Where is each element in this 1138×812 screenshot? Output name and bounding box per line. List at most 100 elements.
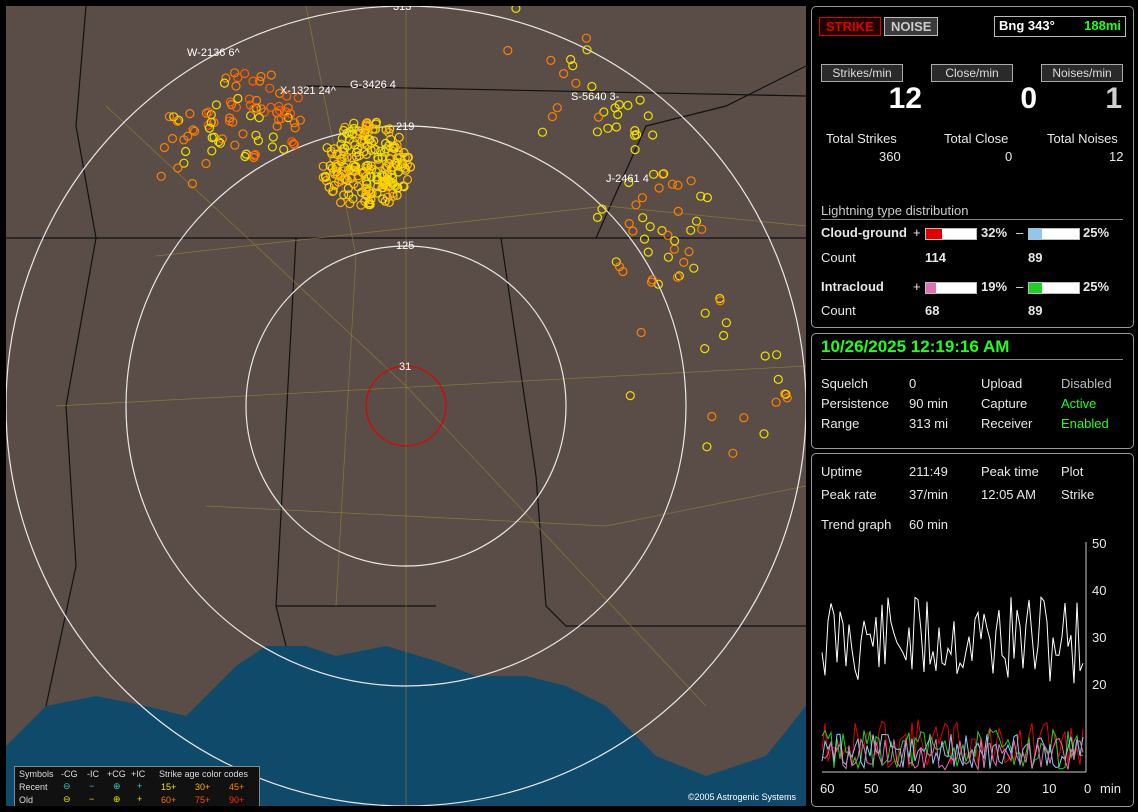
strike-button[interactable]: STRIKE xyxy=(819,17,881,36)
strike-symbol xyxy=(653,279,664,289)
strike-symbol xyxy=(691,216,702,226)
strike-symbol xyxy=(329,167,339,177)
strike-symbol xyxy=(654,183,664,193)
strike-symbol xyxy=(384,153,395,163)
x-tick-0: 0 xyxy=(1084,781,1092,796)
strike-symbol xyxy=(211,100,221,110)
storm-label-j[interactable]: J-2461 4 xyxy=(606,173,649,185)
x-tick-50: 50 xyxy=(864,781,879,796)
strike-symbol xyxy=(385,124,395,134)
strike-symbol xyxy=(686,176,696,186)
strike-symbol xyxy=(402,174,413,185)
strike-symbol xyxy=(327,186,338,197)
strike-symbol xyxy=(241,149,251,159)
ic-plus-percent: 19% xyxy=(981,279,1008,294)
strike-symbol xyxy=(547,111,558,122)
ic-minus-sign: – xyxy=(1016,279,1024,294)
strike-symbol xyxy=(700,344,710,354)
strike-symbol xyxy=(348,194,358,204)
strike-symbol xyxy=(290,123,300,133)
storm-label-s[interactable]: S-5640 3- xyxy=(571,91,620,103)
strike-symbol xyxy=(230,140,240,150)
distance-value: 188mi xyxy=(1084,18,1121,33)
strike-symbol xyxy=(289,118,299,128)
storm-label-g[interactable]: G-3426 4 xyxy=(350,79,396,91)
strike-symbol xyxy=(537,127,548,137)
strike-symbol xyxy=(630,125,640,136)
strike-symbol xyxy=(338,152,348,162)
strike-symbol xyxy=(387,173,398,183)
strike-symbol xyxy=(287,137,297,147)
noise-button[interactable]: NOISE xyxy=(884,17,939,36)
total-close-label: Total Close xyxy=(944,131,1009,146)
strike-symbol xyxy=(238,129,248,139)
legend-recent-label: Recent xyxy=(19,782,48,792)
cg-minus-count: 89 xyxy=(1028,250,1043,265)
storm-label-x[interactable]: X-1321 24^ xyxy=(280,85,336,97)
strike-symbol xyxy=(250,149,261,160)
strike-symbol xyxy=(659,169,669,179)
strike-symbol xyxy=(697,224,707,234)
x-tick-30: 30 xyxy=(952,781,967,796)
strike-symbol xyxy=(215,138,225,148)
strike-symbol xyxy=(760,351,770,361)
strike-symbol xyxy=(357,136,367,146)
strike-symbol xyxy=(628,226,638,236)
strike-symbol xyxy=(209,117,219,128)
strike-symbol xyxy=(164,111,174,122)
strike-symbol xyxy=(376,146,386,156)
strike-symbol xyxy=(295,115,305,125)
strike-symbol xyxy=(379,178,389,188)
strike-symbol xyxy=(233,93,243,104)
strike-symbol xyxy=(339,190,349,200)
strike-symbol xyxy=(629,130,640,140)
strike-symbol xyxy=(673,206,683,216)
datetime-display: 10/26/2025 12:19:16 AM xyxy=(821,337,1010,356)
strike-symbol xyxy=(773,374,783,384)
strike-symbol xyxy=(679,257,689,267)
legend-recent-pos-ic-icon: + xyxy=(137,781,143,791)
strike-symbol xyxy=(635,95,645,105)
strike-symbol xyxy=(188,125,198,135)
strike-symbol xyxy=(721,318,732,328)
strike-symbol xyxy=(648,130,658,140)
strike-symbol xyxy=(326,146,336,156)
strike-symbol xyxy=(684,247,694,257)
strike-symbol xyxy=(728,448,738,458)
legend-col-pos-ic: +IC xyxy=(131,769,146,779)
strike-symbol xyxy=(403,152,413,163)
strike-summary-panel: STRIKE NOISE Bng 343° 188mi Strikes/min … xyxy=(811,6,1134,328)
strike-symbol xyxy=(353,144,363,154)
total-strikes-label: Total Strikes xyxy=(826,131,897,146)
strike-symbol xyxy=(707,411,717,422)
strike-symbol xyxy=(558,68,569,79)
legend-old-label: Old xyxy=(19,795,34,805)
ic-minus-percent: 25% xyxy=(1083,279,1110,294)
strike-symbol xyxy=(349,118,359,128)
strike-symbol xyxy=(624,219,634,229)
storm-label-w[interactable]: W-2136 6^ xyxy=(187,47,240,59)
plot-label: Plot xyxy=(1061,464,1084,479)
strike-symbol xyxy=(233,72,243,83)
strike-symbol xyxy=(645,222,655,232)
legend-age-45: 45+ xyxy=(229,782,245,792)
noises-per-min-header: Noises/min xyxy=(1041,64,1123,82)
strike-symbol xyxy=(364,185,374,196)
strike-symbol xyxy=(405,162,416,172)
strike-symbol xyxy=(643,247,653,257)
strike-symbol xyxy=(571,78,581,88)
lightning-map[interactable]: 313 219 125 31 W-2136 6^ X-1321 24^ G-34… xyxy=(6,6,806,806)
peak-time-label: Peak time xyxy=(981,464,1039,479)
strike-symbol xyxy=(587,81,597,92)
uptime-value: 211:49 xyxy=(909,464,948,479)
trend-graph xyxy=(821,542,1087,773)
strike-symbol xyxy=(599,107,609,117)
strike-symbol xyxy=(611,122,622,132)
strike-symbol xyxy=(228,117,238,127)
strike-symbol xyxy=(362,179,372,189)
strike-symbol xyxy=(363,134,373,144)
strikes-per-min-header: Strikes/min xyxy=(821,64,903,82)
legend-col-neg-ic: -IC xyxy=(87,769,99,779)
strike-symbol xyxy=(231,102,241,112)
strike-symbol xyxy=(339,166,349,176)
